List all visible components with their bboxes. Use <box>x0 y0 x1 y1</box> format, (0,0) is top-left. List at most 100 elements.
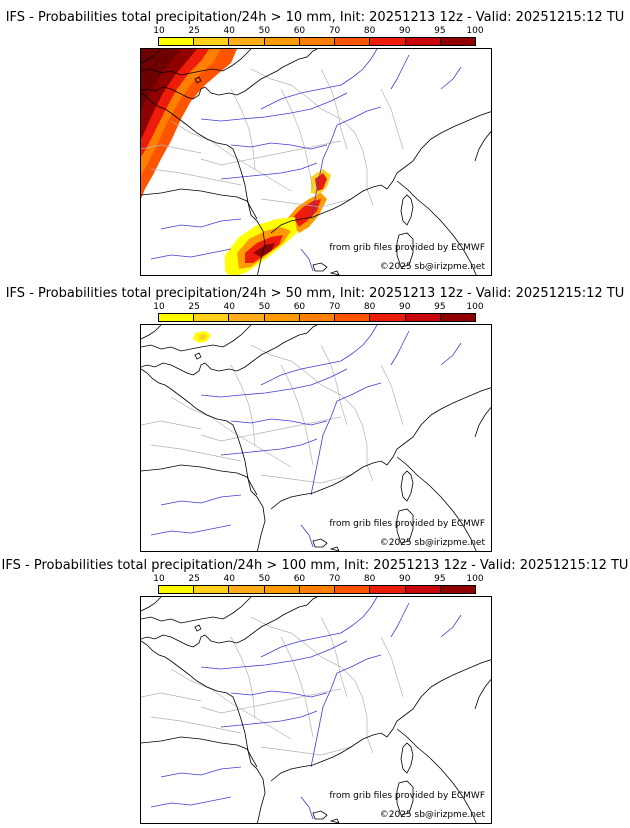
admin-border <box>170 396 292 468</box>
coastline <box>141 86 194 100</box>
admin-border <box>280 636 314 738</box>
colorbar-segment <box>299 314 336 321</box>
river <box>230 418 328 426</box>
france-map <box>141 325 491 551</box>
colorbar-tick-50: 50 <box>258 26 271 36</box>
island <box>329 818 340 823</box>
colorbar-bar <box>158 313 476 322</box>
colorbar-bar <box>158 585 476 594</box>
river <box>390 330 410 366</box>
coastline <box>340 387 491 482</box>
colorbar-tick-95: 95 <box>434 302 446 312</box>
admin-border <box>170 120 292 192</box>
panel-title: IFS - Probabilities total precipitation/… <box>5 286 625 301</box>
colorbar-tick-25: 25 <box>188 574 200 584</box>
admin-border <box>380 88 404 150</box>
map-panel-100mm: IFS - Probabilities total precipitation/… <box>0 548 630 824</box>
coastline <box>270 480 342 510</box>
coastline <box>474 678 491 710</box>
river <box>300 796 314 820</box>
colorbar-segment <box>370 314 406 321</box>
colorbar-segment <box>229 586 265 593</box>
colorbar-segment <box>335 314 371 321</box>
colorbar-segment <box>405 38 441 45</box>
river <box>300 524 314 548</box>
colorbar-tick-70: 70 <box>328 302 341 312</box>
admin-border <box>200 688 342 714</box>
coastline <box>340 659 491 754</box>
panel-title: IFS - Probabilities total precipitation/… <box>1 558 629 573</box>
river <box>220 710 318 728</box>
colorbar-segment <box>264 38 300 45</box>
coastline <box>141 634 194 648</box>
river <box>440 66 462 90</box>
colorbar-segment <box>299 38 336 45</box>
probability-area-gulf-of-lion <box>253 243 275 257</box>
island <box>329 270 340 275</box>
river <box>150 796 232 808</box>
colorbar-tick-80: 80 <box>363 574 376 584</box>
france-map <box>141 49 491 275</box>
colorbar-segment <box>440 38 475 45</box>
coastline <box>192 597 318 648</box>
colorbar-segment <box>370 38 406 45</box>
colorbar-segment <box>229 314 265 321</box>
admin-border <box>230 636 256 718</box>
admin-border <box>380 636 404 698</box>
precip-probability-layer <box>141 49 331 275</box>
coastline <box>141 640 258 770</box>
river <box>340 325 378 362</box>
river <box>310 400 338 496</box>
coastline <box>396 456 477 551</box>
map-panel-10mm: IFS - Probabilities total precipitation/… <box>0 0 630 276</box>
coastline <box>270 204 342 234</box>
river <box>230 142 328 150</box>
coastline <box>141 368 258 498</box>
colorbar-tick-95: 95 <box>434 574 446 584</box>
coastlines <box>141 49 491 275</box>
admin-border <box>230 364 256 446</box>
coastline <box>396 728 477 823</box>
colorbar-tick-100: 100 <box>466 26 484 36</box>
admin-border <box>150 716 242 734</box>
river <box>230 690 328 698</box>
river <box>160 766 242 778</box>
probability-area-atlantic-northwest <box>141 49 181 109</box>
colorbar-segment <box>159 586 195 593</box>
coastlines <box>141 597 491 823</box>
colorbar-tick-50: 50 <box>258 302 271 312</box>
map-frame: from grib files provided by ECMWF ©2025 … <box>140 596 492 824</box>
credit-ecmwf: from grib files provided by ECMWF <box>329 519 485 529</box>
colorbar-tick-25: 25 <box>188 26 200 36</box>
colorbar-segment <box>229 38 265 45</box>
colorbar-tick-100: 100 <box>466 302 484 312</box>
map-frame: from grib files provided by ECMWF ©2025 … <box>140 48 492 276</box>
colorbar-tick-60: 60 <box>293 26 306 36</box>
credit-copyright: ©2025 sb@irizpme.net <box>379 262 485 272</box>
colorbar-tick-100: 100 <box>466 574 484 584</box>
island <box>396 232 414 268</box>
admin-border <box>380 364 404 426</box>
colorbar-segment <box>299 586 336 593</box>
island <box>329 546 340 551</box>
colorbar-tick-80: 80 <box>363 26 376 36</box>
coastline <box>141 325 252 352</box>
river <box>220 162 318 180</box>
river <box>336 654 382 674</box>
colorbar-tick-10: 10 <box>153 302 165 312</box>
river <box>310 672 338 768</box>
probability-colorbar: 10 25 40 50 60 70 80 90 95 100 <box>153 302 484 324</box>
colorbar-segment <box>194 38 230 45</box>
river <box>340 597 378 634</box>
coastline <box>192 49 318 100</box>
admin-border <box>280 88 314 190</box>
admin-border <box>150 168 242 186</box>
coastline <box>256 768 266 823</box>
coastline <box>141 597 162 612</box>
admin-border <box>141 144 202 154</box>
river <box>150 524 232 536</box>
island <box>400 470 414 502</box>
colorbar-ticks: 10 25 40 50 60 70 80 90 95 100 <box>153 302 483 313</box>
rivers <box>150 49 462 272</box>
probability-colorbar: 10 25 40 50 60 70 80 90 95 100 <box>153 26 484 48</box>
